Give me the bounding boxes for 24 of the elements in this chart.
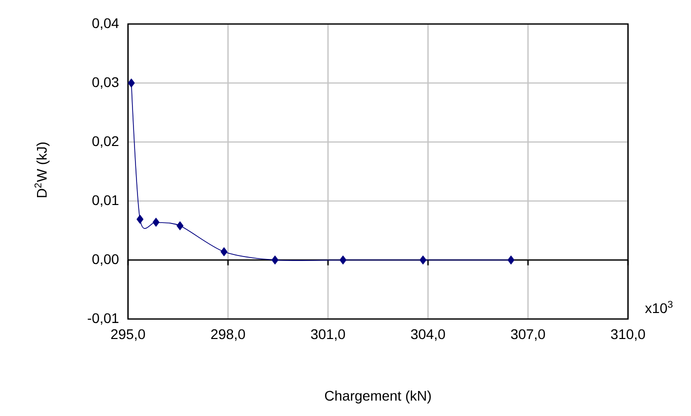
y-axis-title: D$^{2}$W (kJ) [34, 142, 50, 198]
point [136, 214, 144, 224]
text: x10$^{3}$ [645, 300, 673, 314]
y-tick-label: 0,00 [92, 254, 119, 266]
x-tick-label: 295,0 [111, 329, 145, 341]
y-tick-label: 0,04 [92, 18, 119, 30]
point [152, 218, 160, 227]
point [340, 256, 346, 264]
x-tick-label: 301,0 [311, 329, 345, 341]
y-tick-label: -0,01 [88, 313, 118, 325]
x-tick-label: 307,0 [511, 329, 545, 341]
y-tick-label: 0,03 [92, 77, 118, 89]
y-tick-label: 0,02 [92, 136, 118, 148]
point [176, 221, 184, 230]
x-tick-label: 304,0 [411, 329, 445, 341]
x-tick-label: 310,0 [611, 329, 645, 341]
point [420, 256, 426, 264]
x-tick-label: 298,0 [211, 329, 245, 341]
point [128, 78, 135, 88]
point [220, 247, 228, 256]
point [272, 256, 278, 264]
x-axis-title: Chargement (kN) [325, 390, 431, 404]
y-tick-label: 0,01 [92, 195, 118, 207]
point [508, 256, 514, 264]
